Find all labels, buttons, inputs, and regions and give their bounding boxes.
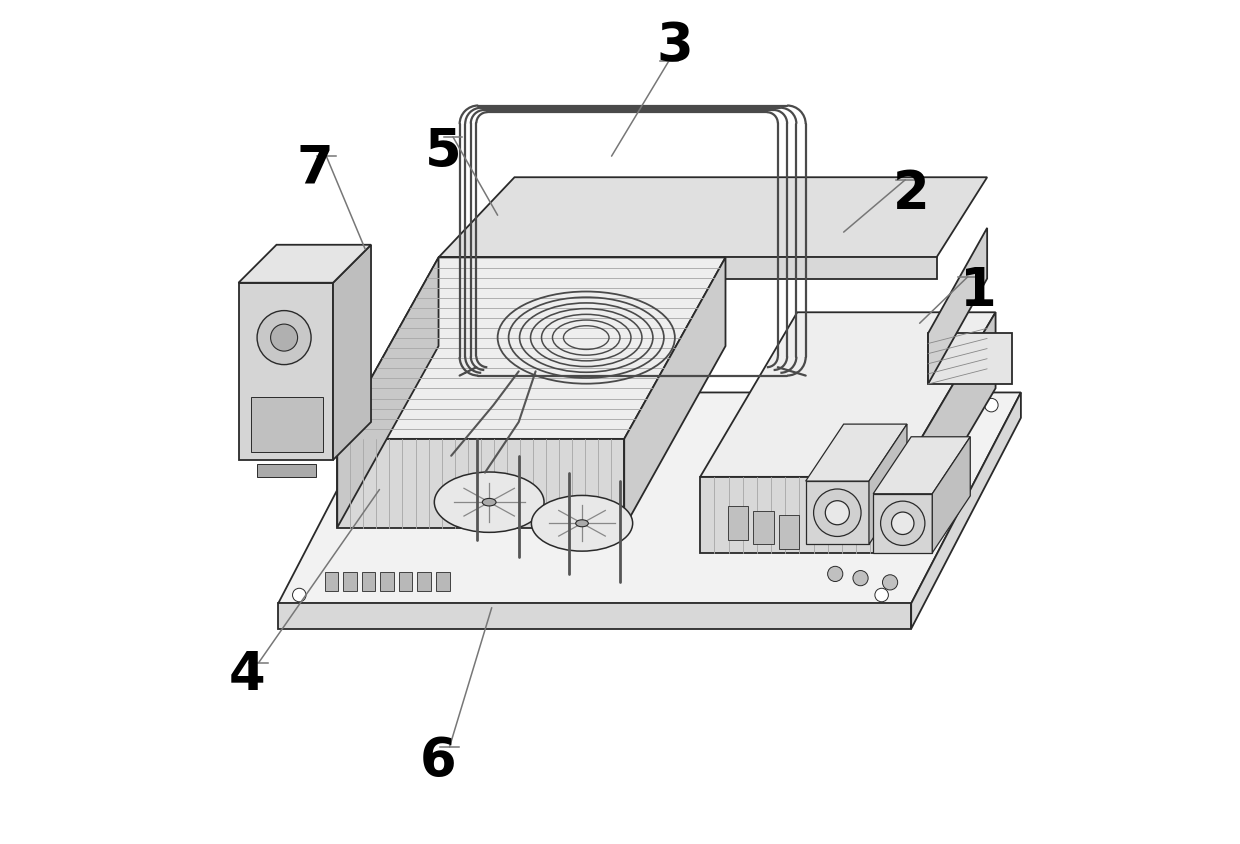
Circle shape	[985, 398, 998, 412]
Polygon shape	[806, 481, 869, 544]
Text: 7: 7	[296, 143, 332, 195]
Polygon shape	[806, 424, 906, 481]
Polygon shape	[238, 245, 371, 283]
Bar	[399, 572, 413, 591]
Circle shape	[875, 588, 888, 602]
Polygon shape	[701, 312, 996, 477]
Circle shape	[853, 571, 868, 586]
Text: 2: 2	[893, 168, 930, 220]
Polygon shape	[624, 257, 725, 528]
Polygon shape	[928, 228, 987, 384]
Polygon shape	[439, 257, 936, 279]
Polygon shape	[701, 477, 899, 553]
Circle shape	[257, 311, 311, 365]
Polygon shape	[334, 245, 371, 460]
Circle shape	[270, 324, 298, 351]
Bar	[362, 572, 376, 591]
Polygon shape	[873, 437, 970, 494]
Ellipse shape	[880, 501, 925, 545]
Bar	[728, 506, 748, 540]
Polygon shape	[911, 392, 1021, 629]
Ellipse shape	[434, 472, 544, 533]
Ellipse shape	[892, 512, 914, 534]
Ellipse shape	[575, 520, 588, 527]
Polygon shape	[439, 177, 987, 257]
Polygon shape	[337, 257, 725, 439]
Bar	[418, 572, 432, 591]
Bar	[754, 511, 774, 544]
Polygon shape	[278, 603, 911, 629]
Polygon shape	[278, 392, 1021, 603]
Bar	[325, 572, 339, 591]
Polygon shape	[252, 397, 322, 452]
Bar	[436, 572, 450, 591]
Text: 5: 5	[424, 126, 461, 178]
Bar	[381, 572, 394, 591]
Polygon shape	[869, 424, 906, 544]
Polygon shape	[899, 312, 996, 553]
Text: 1: 1	[960, 265, 997, 317]
Ellipse shape	[826, 500, 849, 525]
Ellipse shape	[482, 499, 496, 506]
Polygon shape	[932, 437, 970, 553]
Polygon shape	[928, 333, 1012, 384]
Ellipse shape	[813, 489, 861, 537]
Bar	[779, 515, 799, 549]
Polygon shape	[873, 494, 932, 553]
Text: 6: 6	[420, 735, 456, 787]
Polygon shape	[257, 464, 316, 477]
Polygon shape	[337, 257, 439, 528]
Text: 3: 3	[656, 20, 693, 73]
Polygon shape	[337, 439, 624, 528]
Circle shape	[827, 566, 843, 582]
Polygon shape	[238, 283, 334, 460]
Circle shape	[398, 398, 412, 412]
Text: 4: 4	[228, 649, 265, 701]
Circle shape	[293, 588, 306, 602]
Circle shape	[883, 575, 898, 590]
Ellipse shape	[532, 495, 632, 551]
Bar	[343, 572, 357, 591]
